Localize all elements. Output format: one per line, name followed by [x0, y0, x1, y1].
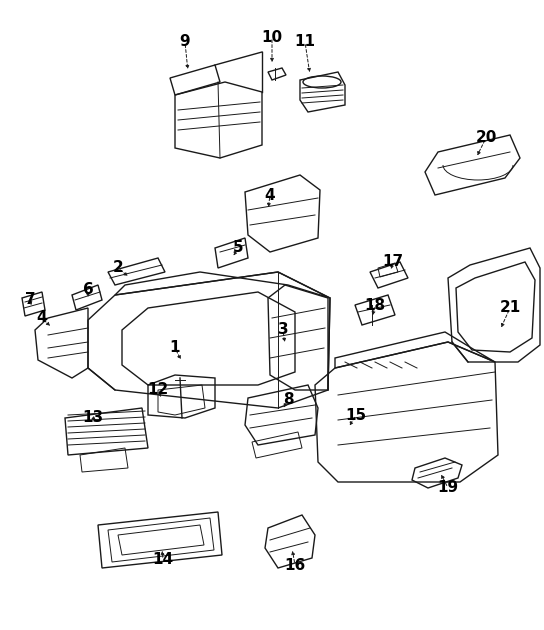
Text: 13: 13: [83, 411, 103, 425]
Text: 6: 6: [83, 282, 94, 297]
Text: 3: 3: [277, 323, 288, 338]
Text: 9: 9: [180, 35, 190, 50]
Text: 15: 15: [345, 408, 367, 423]
Text: 8: 8: [283, 392, 293, 408]
Text: 5: 5: [233, 241, 243, 256]
Text: 1: 1: [170, 340, 180, 355]
Text: 7: 7: [24, 292, 35, 307]
Text: 10: 10: [262, 30, 282, 45]
Text: 14: 14: [152, 553, 174, 568]
Text: 12: 12: [147, 382, 169, 398]
Text: 11: 11: [294, 35, 316, 50]
Text: 4: 4: [36, 311, 47, 326]
Text: 18: 18: [364, 297, 386, 312]
Text: 20: 20: [475, 130, 497, 146]
Text: 19: 19: [437, 481, 459, 496]
Text: 21: 21: [499, 301, 521, 316]
Text: 2: 2: [113, 260, 123, 275]
Text: 4: 4: [265, 188, 275, 202]
Text: 16: 16: [285, 558, 306, 573]
Text: 17: 17: [382, 255, 404, 270]
